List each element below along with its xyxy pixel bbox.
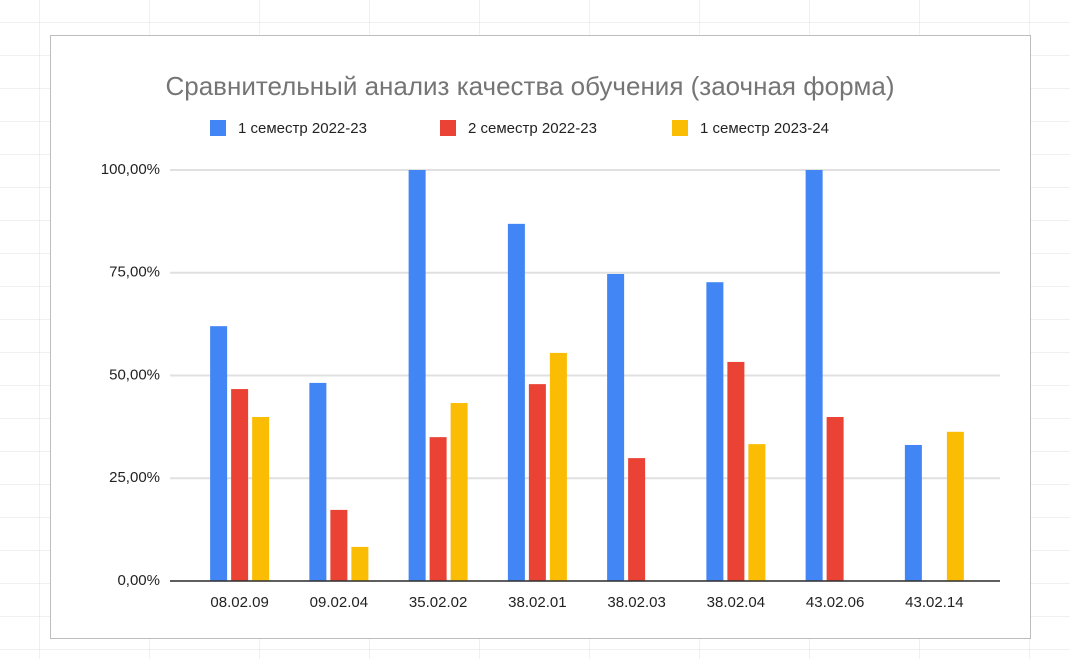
- bar: [727, 361, 745, 581]
- x-tick-label: 08.02.09: [210, 594, 268, 611]
- bar: [706, 282, 724, 581]
- y-tick-label: 100,00%: [101, 161, 160, 178]
- legend-swatch: [440, 120, 456, 136]
- bar: [507, 223, 525, 581]
- bar: [252, 417, 270, 581]
- bar: [528, 384, 546, 581]
- bar: [904, 444, 922, 581]
- bar: [607, 273, 625, 581]
- x-tick-label: 43.02.14: [905, 594, 963, 611]
- bar: [748, 444, 766, 581]
- x-tick-label: 43.02.06: [806, 594, 864, 611]
- bar: [330, 509, 348, 581]
- bar: [210, 326, 228, 581]
- legend-swatch: [210, 120, 226, 136]
- legend-label: 1 семестр 2022-23: [238, 120, 367, 137]
- bar: [231, 389, 249, 581]
- y-tick-label: 0,00%: [117, 572, 160, 589]
- x-tick-label: 38.02.01: [508, 594, 566, 611]
- bar: [408, 170, 426, 581]
- bar: [450, 403, 468, 581]
- x-tick-label: 35.02.02: [409, 594, 467, 611]
- x-tick-label: 38.02.04: [707, 594, 765, 611]
- y-tick-label: 75,00%: [109, 264, 160, 281]
- bar: [309, 382, 327, 581]
- y-tick-label: 25,00%: [109, 469, 160, 486]
- chart-title: Сравнительный анализ качества обучения (…: [165, 71, 894, 101]
- y-tick-label: 50,00%: [109, 366, 160, 383]
- bar: [351, 546, 369, 581]
- x-tick-label: 38.02.03: [607, 594, 665, 611]
- bar: [628, 458, 646, 581]
- legend-swatch: [672, 120, 688, 136]
- legend-label: 2 семестр 2022-23: [468, 120, 597, 137]
- x-tick-label: 09.02.04: [310, 594, 368, 611]
- bar: [946, 431, 964, 581]
- legend-label: 1 семестр 2023-24: [700, 120, 829, 137]
- bar: [805, 170, 823, 581]
- bar: [429, 437, 447, 581]
- bar: [549, 352, 567, 581]
- bar: [826, 417, 844, 581]
